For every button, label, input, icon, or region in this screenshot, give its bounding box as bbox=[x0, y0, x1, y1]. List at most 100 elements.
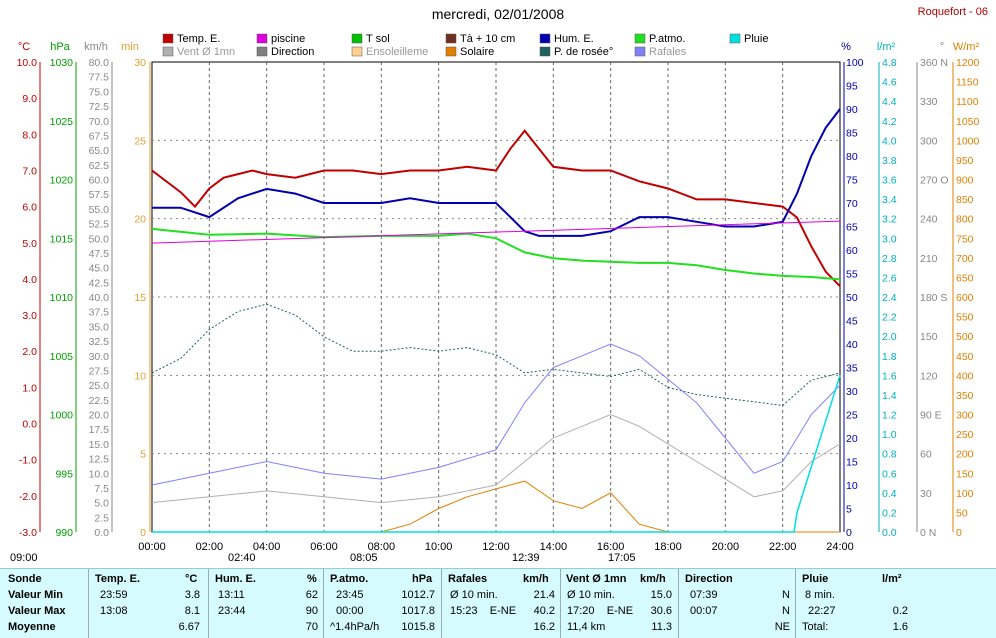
wm2-tick-label: 500 bbox=[956, 331, 974, 343]
min-tick-label: 25 bbox=[134, 135, 146, 147]
pluie-value: 1.6 bbox=[892, 621, 908, 633]
temp-tick-label: 3.0 bbox=[22, 310, 37, 322]
pct-tick-label: 95 bbox=[846, 81, 858, 93]
pct-tick-label: 50 bbox=[846, 292, 858, 304]
wm2-tick-label: 850 bbox=[956, 194, 974, 206]
temp-axis-unit: °C bbox=[18, 41, 30, 53]
min-tick-label: 0 bbox=[140, 527, 146, 539]
lm2-tick-label: 3.4 bbox=[882, 194, 897, 206]
deg-tick-label: 0 N bbox=[920, 527, 936, 539]
pct-tick-label: 40 bbox=[846, 339, 858, 351]
kmh-tick-label: 10.0 bbox=[89, 468, 110, 480]
series-line bbox=[151, 343, 841, 486]
legend-label: Vent Ø 1mn bbox=[177, 46, 235, 58]
kmh-tick-label: 22.5 bbox=[89, 395, 110, 407]
wm2-tick-label: 0 bbox=[956, 527, 962, 539]
pct-tick-label: 15 bbox=[846, 457, 858, 469]
lm2-tick-label: 3.8 bbox=[882, 155, 897, 167]
lm2-tick-label: 0.6 bbox=[882, 468, 897, 480]
time-tick-label: 00:00 bbox=[138, 541, 166, 553]
vent-time: 17:20 E-NE bbox=[567, 605, 634, 617]
wm2-tick-label: 1000 bbox=[956, 135, 980, 147]
grid-layer bbox=[151, 61, 841, 533]
lm2-tick-label: 2.8 bbox=[882, 253, 897, 265]
time-tick-label: 22:00 bbox=[769, 541, 797, 553]
kmh-tick-label: 40.0 bbox=[89, 292, 110, 304]
legend-label: P.atmo. bbox=[649, 33, 686, 45]
series-line bbox=[151, 129, 841, 287]
kmh-tick-label: 15.0 bbox=[89, 439, 110, 451]
temp-tick-label: 1.0 bbox=[22, 382, 37, 394]
wm2-tick-label: 400 bbox=[956, 370, 974, 382]
col-header-rafales: Rafales bbox=[448, 573, 488, 585]
rafales-value: 16.2 bbox=[533, 621, 555, 633]
pct-tick-label: 10 bbox=[846, 480, 858, 492]
min-axis-unit: min bbox=[121, 41, 139, 53]
kmh-tick-label: 20.0 bbox=[89, 410, 110, 422]
series-line bbox=[152, 375, 841, 533]
wm2-tick-label: 700 bbox=[956, 253, 974, 265]
kmh-tick-label: 5.0 bbox=[94, 498, 109, 510]
legend-swatch bbox=[634, 46, 646, 57]
rafales-value: 21.4 bbox=[533, 589, 555, 601]
weather-chart: 00:00 02:00 04:00 06:00 08:00 10:00 12:00 14:00… bbox=[10, 33, 980, 564]
wm2-tick-label: 150 bbox=[956, 468, 974, 480]
kmh-axis-unit: km/h bbox=[84, 41, 108, 53]
vent-value: 30.6 bbox=[650, 605, 672, 617]
min-tick-label: 15 bbox=[134, 292, 146, 304]
legend-label: Pluie bbox=[744, 33, 768, 45]
deg-tick-label: 300 bbox=[920, 135, 938, 147]
sun-mark-label: 09:00 bbox=[10, 552, 38, 564]
wm2-tick-label: 1050 bbox=[956, 116, 980, 128]
kmh-tick-label: 0.0 bbox=[94, 527, 109, 539]
pct-tick-label: 20 bbox=[846, 433, 858, 445]
time-tick-label: 04:00 bbox=[253, 541, 281, 553]
direction-time: 00:07 bbox=[690, 605, 718, 617]
patm-time: 00:00 bbox=[336, 605, 364, 617]
row-label: Valeur Min bbox=[8, 589, 64, 601]
direction-value: N bbox=[782, 605, 790, 617]
solar-noon-label: 12:39 bbox=[512, 552, 540, 564]
pct-tick-label: 85 bbox=[846, 128, 858, 140]
wm2-tick-label: 350 bbox=[956, 390, 974, 402]
hpa-tick-label: 1025 bbox=[50, 116, 74, 128]
pluie-time: 8 min. bbox=[805, 589, 835, 601]
min-tick-label: 10 bbox=[134, 370, 146, 382]
legend-label: Temp. E. bbox=[177, 33, 220, 45]
pct-tick-label: 65 bbox=[846, 222, 858, 234]
wm2-tick-label: 800 bbox=[956, 214, 974, 226]
summary-divider bbox=[323, 569, 324, 638]
lm2-tick-label: 0.8 bbox=[882, 449, 897, 461]
col-unit-patm: hPa bbox=[412, 573, 433, 585]
summary-divider bbox=[795, 569, 796, 638]
temp-tick-label: 4.0 bbox=[22, 274, 37, 286]
legend-swatch bbox=[729, 33, 741, 44]
series-layer bbox=[151, 108, 841, 533]
series-line bbox=[152, 480, 840, 533]
lm2-tick-label: 4.0 bbox=[882, 135, 897, 147]
legend-label: Direction bbox=[271, 46, 314, 58]
lm2-tick-label: 2.0 bbox=[882, 331, 897, 343]
pct-tick-label: 5 bbox=[846, 504, 852, 516]
time-tick-label: 10:00 bbox=[425, 541, 453, 553]
patm-value: 1012.7 bbox=[401, 589, 435, 601]
legend-label: P. de rosée° bbox=[554, 46, 613, 58]
col-header-pluie: Pluie bbox=[802, 573, 829, 585]
kmh-tick-label: 27.5 bbox=[89, 365, 110, 377]
kmh-tick-label: 42.5 bbox=[89, 277, 110, 289]
time-tick-label: 20:00 bbox=[712, 541, 740, 553]
time-tick-label: 16:00 bbox=[597, 541, 625, 553]
col-header-temp: Temp. E. bbox=[95, 573, 141, 585]
lm2-tick-label: 4.8 bbox=[882, 57, 897, 69]
series-line bbox=[151, 413, 841, 504]
hpa-tick-label: 995 bbox=[55, 468, 73, 480]
vent-value: 11.3 bbox=[651, 621, 672, 633]
wm2-tick-label: 1200 bbox=[956, 57, 980, 69]
hum-value: 90 bbox=[305, 605, 318, 617]
wm2-tick-label: 200 bbox=[956, 449, 974, 461]
row-label: Valeur Max bbox=[8, 605, 66, 617]
temp-time: 13:08 bbox=[100, 605, 128, 617]
pct-tick-label: 100 bbox=[846, 57, 864, 69]
temp-tick-label: 2.0 bbox=[22, 346, 37, 358]
patm-trend: ^1.4hPa/h bbox=[330, 621, 380, 633]
